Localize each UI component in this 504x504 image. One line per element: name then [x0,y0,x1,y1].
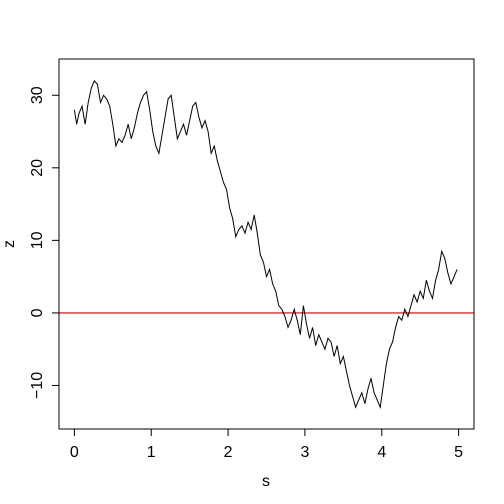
x-tick-label: 2 [224,444,233,461]
x-tick-label: 4 [377,444,386,461]
x-tick-label: 5 [454,444,463,461]
series-line [73,79,458,410]
x-tick-label: 3 [300,444,309,461]
x-axis-title: s [262,473,270,490]
y-tick-label: 20 [29,159,46,177]
y-axis: −10 0 10 20 30 [29,86,60,399]
x-axis: 0 1 2 3 4 5 [70,428,463,461]
y-axis-title: z [1,240,18,248]
x-tick-label: 0 [70,444,79,461]
y-tick-label: 0 [29,308,46,317]
y-tick-label: 10 [29,231,46,249]
plot-frame [58,58,475,430]
x-tick-label: 1 [147,444,156,461]
y-tick-label: 30 [29,86,46,104]
y-tick-label: −10 [29,372,46,399]
